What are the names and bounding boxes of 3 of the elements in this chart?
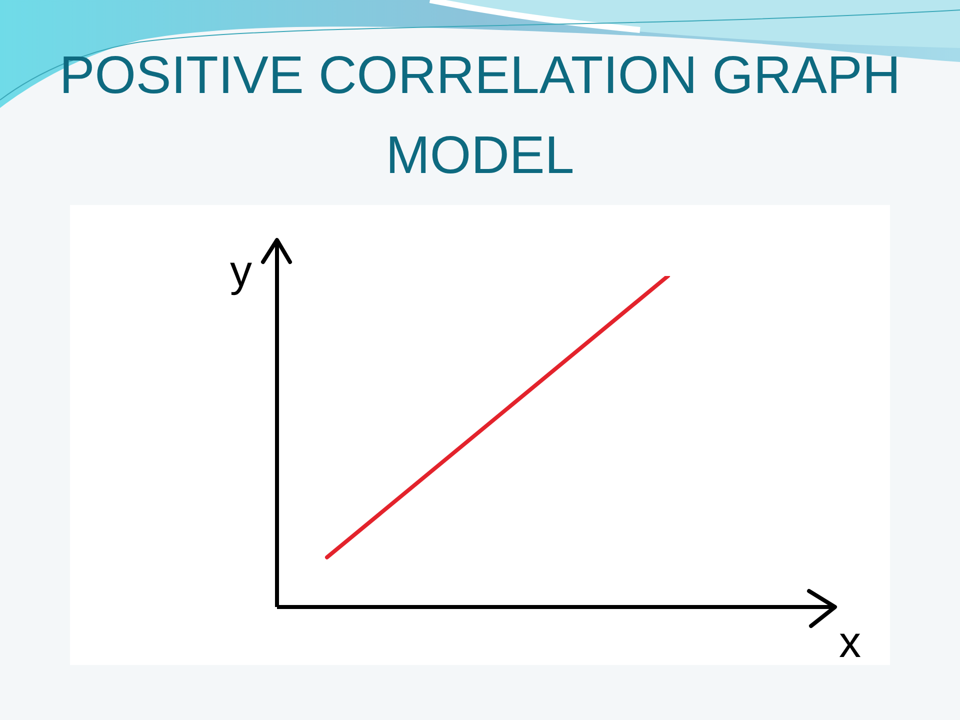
y-axis-title: y — [230, 247, 252, 296]
x-axis-title: x — [839, 618, 861, 667]
chart-title: POSITIVE CORRELATION GRAPH MODEL — [58, 45, 902, 187]
